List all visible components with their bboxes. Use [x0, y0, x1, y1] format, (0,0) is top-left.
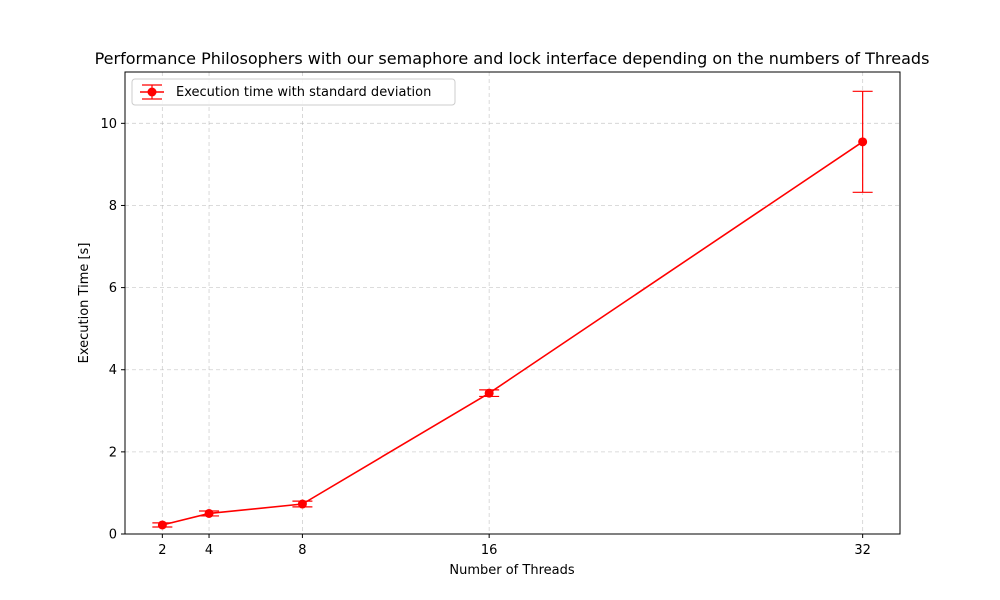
x-tick-label: 2 — [158, 543, 166, 558]
y-tick-label: 6 — [109, 281, 117, 296]
data-point — [484, 388, 494, 398]
y-tick-label: 0 — [109, 528, 117, 543]
chart-title: Performance Philosophers with our semaph… — [95, 49, 930, 68]
legend-label: Execution time with standard deviation — [176, 85, 431, 100]
series-line — [162, 141, 864, 526]
y-tick-label: 8 — [109, 199, 117, 214]
x-axis-label: Number of Threads — [449, 563, 574, 578]
data-point — [858, 137, 868, 147]
data-point — [297, 499, 307, 509]
grid — [125, 72, 900, 535]
x-tick-label: 16 — [481, 543, 498, 558]
ticks: 2 4 8 16 32 0 2 4 6 8 10 — [100, 117, 870, 558]
y-tick-label: 10 — [100, 117, 117, 132]
y-tick-label: 4 — [109, 363, 117, 378]
y-axis-label: Execution Time [s] — [77, 243, 92, 364]
legend: Execution time with standard deviation — [131, 78, 456, 106]
data-point — [157, 520, 167, 530]
x-tick-label: 32 — [854, 543, 871, 558]
x-tick-label: 4 — [205, 543, 213, 558]
plot-area-frame — [124, 71, 901, 535]
legend-box — [131, 78, 456, 106]
y-tick-label: 2 — [109, 445, 117, 460]
series-layer — [152, 90, 873, 530]
legend-marker — [147, 87, 157, 97]
x-tick-label: 8 — [298, 543, 306, 558]
data-point — [204, 508, 214, 518]
